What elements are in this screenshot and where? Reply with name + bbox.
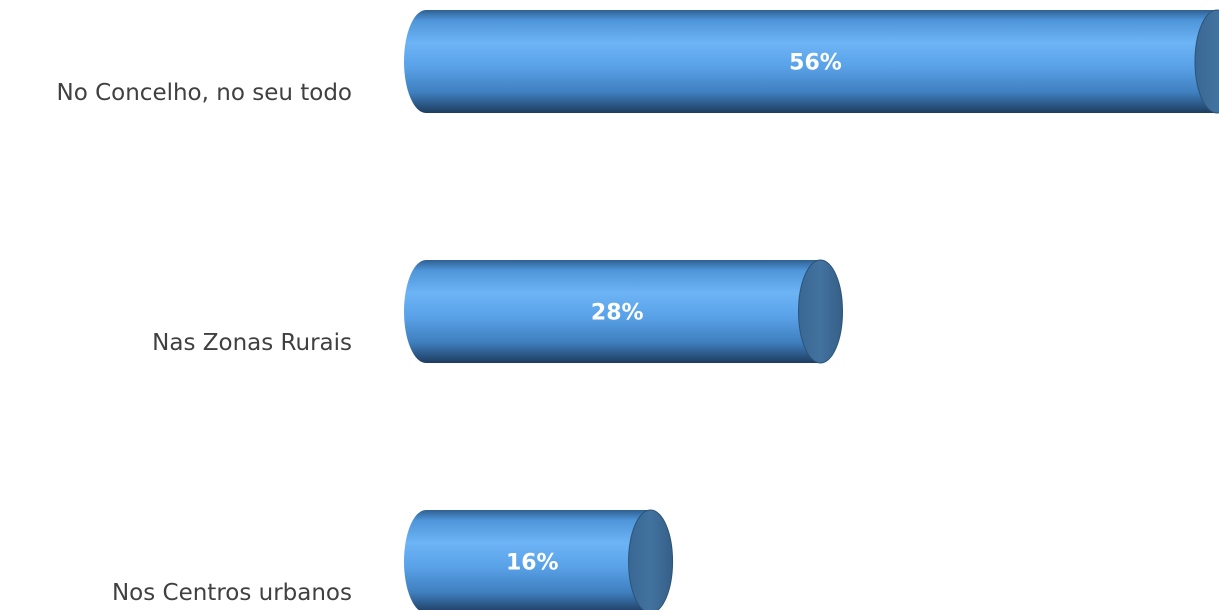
bar [404,260,823,363]
data-label: 16% [506,551,559,576]
data-label: 56% [789,51,842,76]
bar-end-cap [1194,9,1219,114]
category-label: Nos Centros urbanos [112,580,352,606]
bar-end-cap [798,259,843,364]
bar [404,510,653,610]
bar [404,10,1219,113]
category-label: No Concelho, no seu todo [57,80,353,106]
bar-group: 56% No Concelho, no seu todo [57,9,1219,114]
bar-group: 16% Nos Centros urbanos [112,509,674,610]
bar-end-cap [628,509,674,610]
category-label: Nas Zonas Rurais [152,330,352,356]
data-label: 28% [591,301,644,326]
bar-group: 28% Nas Zonas Rurais [152,259,843,364]
